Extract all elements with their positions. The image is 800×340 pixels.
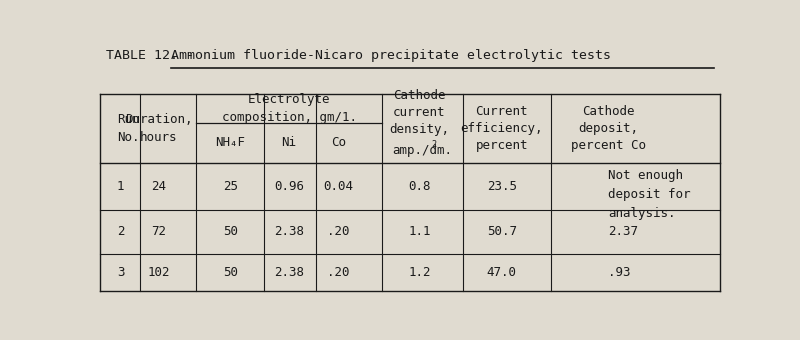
Text: amp./dm.: amp./dm.	[393, 144, 453, 157]
Text: 1.1: 1.1	[408, 225, 430, 238]
Text: .20: .20	[327, 266, 350, 279]
Text: 2.38: 2.38	[274, 225, 304, 238]
Text: Duration,
hours: Duration, hours	[125, 113, 193, 144]
Text: Current
efficiency,
percent: Current efficiency, percent	[461, 105, 543, 152]
Text: 0.04: 0.04	[324, 180, 354, 192]
Text: 50.7: 50.7	[486, 225, 517, 238]
Text: .93: .93	[608, 266, 631, 279]
Text: Ammonium fluoride-Nicaro precipitate electrolytic tests: Ammonium fluoride-Nicaro precipitate ele…	[171, 49, 611, 62]
Text: 25: 25	[222, 180, 238, 192]
Text: 50: 50	[222, 225, 238, 238]
Text: NH₄F: NH₄F	[215, 136, 245, 149]
Text: 3: 3	[117, 266, 124, 279]
Text: Not enough
deposit for
analysis.: Not enough deposit for analysis.	[608, 169, 691, 220]
Text: 0.96: 0.96	[274, 180, 304, 192]
Text: 50: 50	[222, 266, 238, 279]
Text: Ni: Ni	[282, 136, 297, 149]
Text: 102: 102	[148, 266, 170, 279]
Text: 0.8: 0.8	[408, 180, 430, 192]
Text: 72: 72	[151, 225, 166, 238]
Text: 1.2: 1.2	[408, 266, 430, 279]
Text: 24: 24	[151, 180, 166, 192]
Text: 2.38: 2.38	[274, 266, 304, 279]
Text: Co: Co	[331, 136, 346, 149]
Text: Electrolyte
composition, gm/1.: Electrolyte composition, gm/1.	[222, 94, 357, 124]
Text: 2.37: 2.37	[608, 225, 638, 238]
Text: .20: .20	[327, 225, 350, 238]
Text: 2: 2	[431, 140, 436, 150]
Text: 2: 2	[117, 225, 124, 238]
Text: TABLE 12. -: TABLE 12. -	[106, 49, 202, 62]
Text: 47.0: 47.0	[486, 266, 517, 279]
Text: Cathode
current
density,: Cathode current density,	[390, 89, 450, 136]
Text: 1: 1	[117, 180, 124, 192]
Text: Cathode
deposit,
percent Co: Cathode deposit, percent Co	[571, 105, 646, 152]
Text: Run
No.: Run No.	[117, 113, 139, 144]
Text: 23.5: 23.5	[486, 180, 517, 192]
